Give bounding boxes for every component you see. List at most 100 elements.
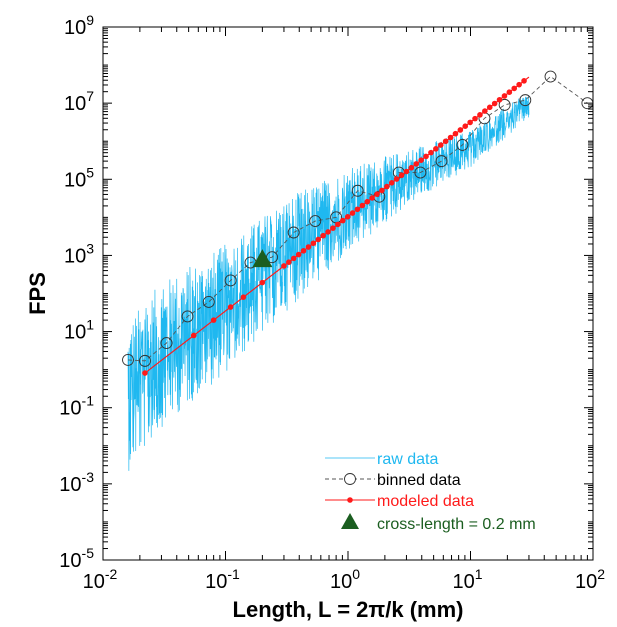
modeled-data-point	[210, 317, 217, 323]
modeled-data-point	[315, 236, 322, 243]
raw-data-line	[127, 95, 530, 471]
binned-data-point	[160, 337, 173, 349]
modeled-data-point	[354, 206, 361, 213]
x-tick-label: 100	[330, 566, 360, 593]
modeled-data-point	[437, 142, 444, 148]
modeled-data-point	[506, 89, 513, 95]
legend-swatch-modeled-marker	[347, 497, 353, 503]
y-tick-label: 105	[64, 164, 94, 191]
x-tick-label: 101	[452, 566, 482, 593]
x-tick-label: 10-2	[83, 566, 118, 593]
legend-label: modeled data	[377, 493, 474, 510]
binned-data-point	[202, 295, 215, 308]
modeled-data-point	[413, 161, 420, 167]
modeled-data-point	[359, 202, 366, 209]
modeled-data-point	[393, 176, 400, 182]
binned-data-point	[181, 310, 194, 323]
y-tick-label: 10-1	[59, 393, 94, 420]
tick-labels: 10-2 10-1 100 101 102 10-5 10-3 10-1 101 103 105 10…	[59, 12, 605, 593]
modeled-data-point	[286, 259, 292, 265]
modeled-data-point	[428, 149, 434, 156]
y-tick-label: 107	[64, 88, 94, 115]
modeled-data-point	[418, 157, 424, 163]
modeled-data-point	[501, 93, 508, 99]
x-tick-label: 102	[575, 566, 605, 593]
legend-label: raw data	[377, 451, 438, 468]
binned-data-point	[544, 70, 557, 83]
legend-swatch-binned-marker	[344, 473, 356, 485]
x-tick-label: 10-1	[205, 566, 240, 593]
modeled-data-point	[423, 153, 429, 160]
binned-data-point	[309, 215, 322, 227]
modeled-data-point	[496, 96, 503, 103]
binned-data-point	[435, 155, 448, 168]
binned-data-point	[287, 226, 300, 239]
legend-label: cross-length = 0.2 mm	[377, 516, 536, 533]
y-tick-label: 10-5	[59, 545, 94, 572]
modeled-data-point	[379, 187, 385, 194]
modeled-data-point	[300, 248, 307, 254]
modeled-data-point	[344, 214, 351, 220]
modeled-data-point	[482, 108, 488, 114]
modeled-data-point	[290, 255, 297, 262]
y-tick-label: 10-3	[59, 469, 94, 496]
modeled-data-point	[369, 195, 375, 201]
modeled-data-point	[388, 180, 395, 186]
cross-length-layer	[252, 249, 273, 268]
modeled-data-point	[398, 172, 405, 179]
modeled-data-point	[467, 119, 473, 126]
binned-data-point	[414, 166, 427, 179]
modeled-data-point	[486, 104, 493, 111]
modeled-data-point	[384, 183, 390, 190]
modeled-data-point	[240, 294, 247, 300]
modeled-data-point	[349, 210, 356, 216]
binned-data-point	[122, 353, 134, 366]
modeled-data-point	[452, 130, 459, 137]
modeled-data-point	[433, 146, 439, 152]
modeled-data-point	[447, 134, 454, 141]
modeled-data-point	[325, 229, 331, 235]
modeled-data-point	[472, 115, 478, 122]
x-axis-title: Length, L = 2π/k (mm)	[233, 597, 464, 622]
modeled-data-point	[281, 263, 287, 269]
modeled-data-point	[462, 123, 469, 129]
modeled-data-point	[491, 100, 498, 107]
modeled-data-point	[521, 78, 527, 84]
modeled-data-point	[310, 240, 317, 247]
binned-data-point	[351, 184, 364, 197]
binned-data-point	[138, 354, 151, 367]
modeled-data-point	[142, 370, 148, 376]
cross-length-marker	[252, 249, 273, 268]
binned-data-point	[224, 274, 237, 287]
modeled-data-point	[335, 221, 341, 228]
modeled-data-layer	[142, 76, 530, 376]
y-tick-label: 101	[64, 317, 94, 344]
modeled-data-point	[330, 225, 336, 231]
binned-data-layer	[122, 70, 594, 367]
axis-ticks	[102, 27, 593, 561]
modeled-data-point	[403, 168, 410, 175]
modeled-data-point	[339, 217, 346, 224]
modeled-data-point	[408, 164, 415, 171]
modeled-data-point	[364, 198, 371, 205]
modeled-data-point	[320, 232, 326, 239]
legend: raw data binned data modeled data cross-len…	[325, 451, 536, 533]
modeled-data-point	[305, 244, 312, 250]
modeled-data-point	[227, 304, 234, 310]
modeled-data-point	[516, 81, 522, 88]
modeled-data-point	[477, 112, 483, 118]
binned-data-line	[127, 75, 588, 362]
binned-data-point	[498, 98, 511, 111]
binned-data-point	[519, 94, 532, 107]
legend-swatch-cross-length	[341, 513, 359, 529]
modeled-data-point	[259, 279, 266, 286]
y-tick-label: 109	[64, 12, 94, 39]
modeled-data-point	[374, 191, 380, 197]
legend-label: binned data	[377, 472, 461, 489]
modeled-data-point	[190, 332, 197, 339]
modeled-data-point	[457, 127, 464, 133]
modeled-data-point	[511, 85, 518, 92]
modeled-data-point	[442, 138, 449, 145]
y-tick-label: 103	[64, 240, 94, 267]
